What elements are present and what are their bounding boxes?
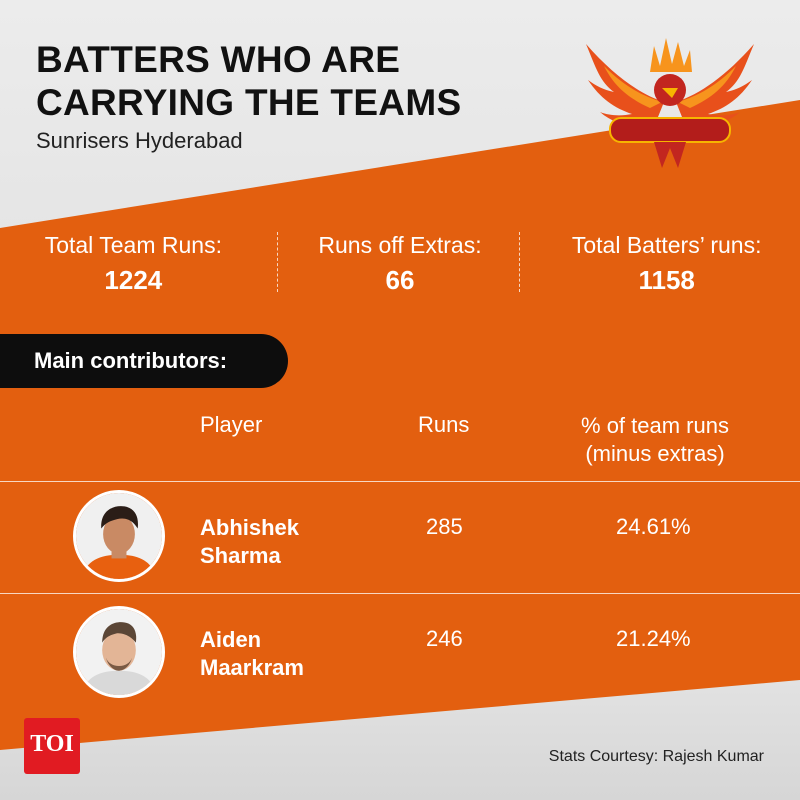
stats-credit: Stats Courtesy: Rajesh Kumar	[548, 748, 764, 765]
stat-divider	[277, 232, 278, 292]
team-stats-row: Total Team Runs: 1224 Runs off Extras: 6…	[0, 232, 800, 296]
player-last-name: Maarkram	[200, 655, 304, 680]
sunrisers-logo-icon	[586, 38, 754, 168]
player-photo-aiden-markram-icon	[76, 609, 162, 695]
stat-total-batters-runs: Total Batters’ runs: 1158	[533, 232, 800, 296]
column-header-runs: Runs	[418, 412, 470, 437]
player-first-name: Abhishek	[200, 515, 300, 540]
percent-value: 24.61%	[616, 514, 691, 539]
player-name-aiden-markram: Aiden Maarkram	[200, 626, 350, 682]
stat-label: Total Batters’ runs:	[571, 232, 762, 258]
column-header-percent-line-2: (minus extras)	[585, 441, 725, 466]
stat-runs-off-extras: Runs off Extras: 66	[267, 232, 534, 296]
stat-value: 1224	[104, 265, 163, 295]
table-divider	[0, 593, 800, 594]
runs-value: 285	[426, 514, 463, 539]
column-header-percent-line-1: % of team runs	[581, 413, 729, 438]
stat-value: 66	[385, 265, 415, 295]
percent-value: 21.24%	[616, 626, 691, 651]
player-photo-abhishek-sharma-icon	[76, 493, 162, 579]
stat-value: 1158	[638, 265, 695, 295]
title-line-2: CARRYING THE TEAMS	[36, 82, 462, 123]
stat-divider	[519, 232, 520, 292]
main-contributors-label: Main contributors:	[0, 334, 288, 388]
page-title: BATTERS WHO ARE CARRYING THE TEAMS	[36, 38, 516, 124]
column-header-percent: % of team runs (minus extras)	[540, 412, 770, 468]
table-divider	[0, 481, 800, 482]
stat-total-team-runs: Total Team Runs: 1224	[0, 232, 267, 296]
stat-label: Total Team Runs:	[44, 232, 222, 258]
runs-value: 246	[426, 626, 463, 651]
player-last-name: Sharma	[200, 543, 281, 568]
stat-label: Runs off Extras:	[318, 232, 482, 258]
player-first-name: Aiden	[200, 627, 262, 652]
player-photo-abhishek-sharma	[73, 490, 165, 582]
section-label: Main contributors:	[34, 348, 228, 373]
player-photo-aiden-markram	[73, 606, 165, 698]
sunrisers-hyderabad-logo	[580, 32, 760, 172]
toi-logo-text: TOI	[30, 731, 74, 757]
toi-logo: TOI	[24, 718, 80, 774]
player-name-abhishek-sharma: Abhishek Sharma	[200, 514, 350, 570]
page-subtitle: Sunrisers Hyderabad	[36, 128, 243, 153]
title-line-1: BATTERS WHO ARE	[36, 39, 401, 80]
column-header-player: Player	[200, 412, 263, 437]
